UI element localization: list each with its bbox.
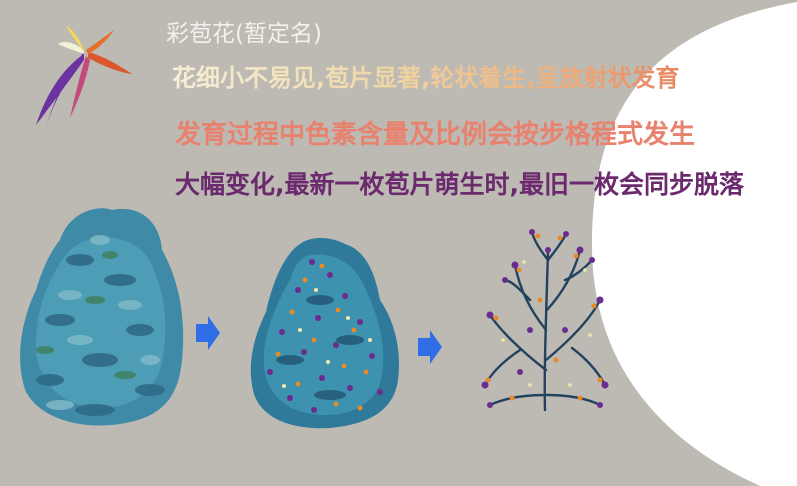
bract-flower-icon (36, 26, 132, 128)
stage-3-shrub (481, 229, 609, 412)
description-line-2: 发育过程中色素含量及比例会按步格程式发生 (175, 120, 696, 150)
arrow-right-icon (196, 316, 220, 350)
illustration-title: 彩苞花(暂定名) (166, 21, 322, 47)
description-line-1: 花细小不易见,苞片显著,轮状着生,呈放射状发育 (172, 58, 679, 93)
description-line-3: 大幅变化,最新一枚苞片萌生时,最旧一枚会同步脱落 (175, 170, 744, 199)
stage-1-shrub (20, 208, 184, 426)
arrow-right-icon (418, 330, 442, 364)
stage-2-shrub (250, 238, 400, 429)
